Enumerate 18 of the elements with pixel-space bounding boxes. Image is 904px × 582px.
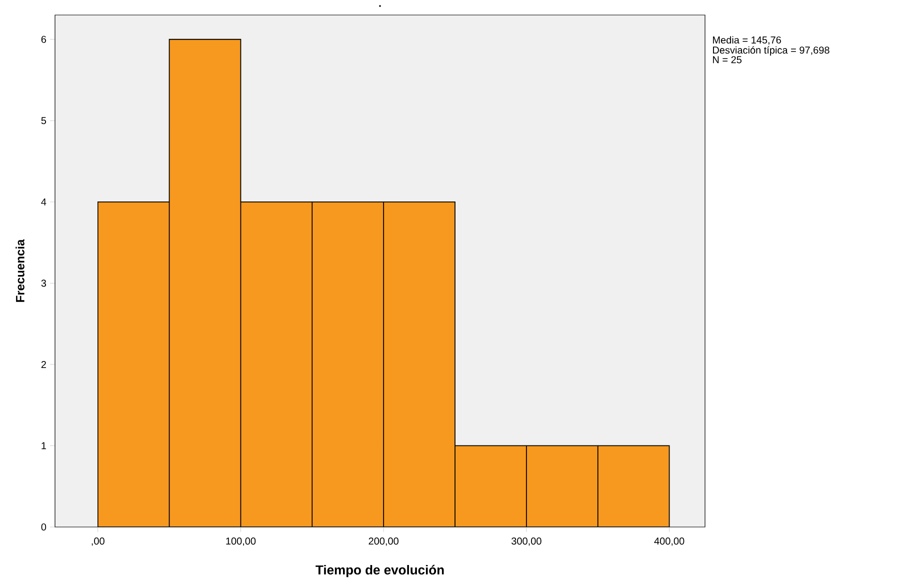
y-tick-label: 2 (41, 360, 46, 368)
y-tick-label: 6 (41, 36, 46, 43)
y-tick-label: 4 (41, 198, 46, 206)
text: Desviación típica = 97,698 (713, 46, 830, 56)
y-tick-label: 0 (41, 523, 46, 531)
y-tick-label: 5 (41, 117, 46, 124)
text: N = 25 (713, 56, 742, 64)
x-axis-title: Tiempo de evolución (316, 564, 444, 578)
chart-title: . (379, 5, 381, 7)
x-tick-label: ,00 (92, 538, 104, 546)
y-tick-label: 3 (41, 280, 46, 287)
y-axis-title: Frecuencia (16, 239, 24, 302)
x-tick-label: 100,00 (226, 538, 256, 546)
x-tick-label: 200,00 (368, 538, 398, 546)
text: Media = 145,76 (713, 36, 781, 45)
x-tick-label: 300,00 (512, 538, 542, 546)
x-tick-label: 400,00 (654, 538, 684, 546)
y-tick-label: 1 (42, 442, 46, 450)
